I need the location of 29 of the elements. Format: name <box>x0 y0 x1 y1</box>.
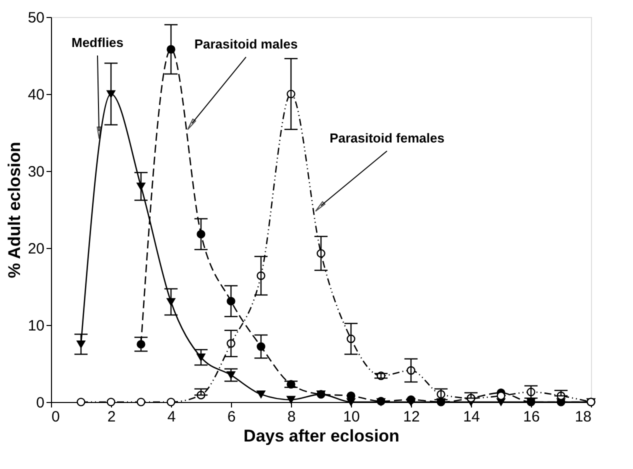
x-tick-label: 14 <box>463 408 480 426</box>
x-tick-label: 6 <box>227 408 236 426</box>
y-axis-title: % Adult eclosion <box>4 142 24 278</box>
point <box>316 390 326 399</box>
point <box>286 396 296 404</box>
series-label: Parasitoid females <box>330 130 444 146</box>
point <box>76 398 86 406</box>
x-tick-label: 4 <box>167 408 176 426</box>
text: Medflies <box>71 35 124 50</box>
series-label: Parasitoid males <box>194 36 298 52</box>
x-tick-label: 16 <box>523 408 540 426</box>
x-tick-label: 0 <box>52 408 60 426</box>
y-tick-label: 0 <box>36 394 44 412</box>
x-tick-label: 18 <box>574 408 592 426</box>
x-tick-label: 10 <box>343 408 360 426</box>
point <box>406 395 416 404</box>
point <box>166 398 176 406</box>
point <box>106 398 116 406</box>
y-tick-label: 10 <box>28 318 44 334</box>
y-tick-label: 20 <box>28 240 44 258</box>
point <box>136 398 146 406</box>
point <box>256 390 266 398</box>
x-axis-title: Days after eclosion <box>244 426 400 446</box>
x-tick-label: 12 <box>403 408 420 426</box>
x-tick-label: 2 <box>107 408 116 426</box>
y-tick-label: 40 <box>28 86 44 104</box>
y-tick-label: 30 <box>28 164 44 180</box>
y-tick-label: 50 <box>28 10 44 26</box>
x-tick-label: 8 <box>287 408 296 426</box>
